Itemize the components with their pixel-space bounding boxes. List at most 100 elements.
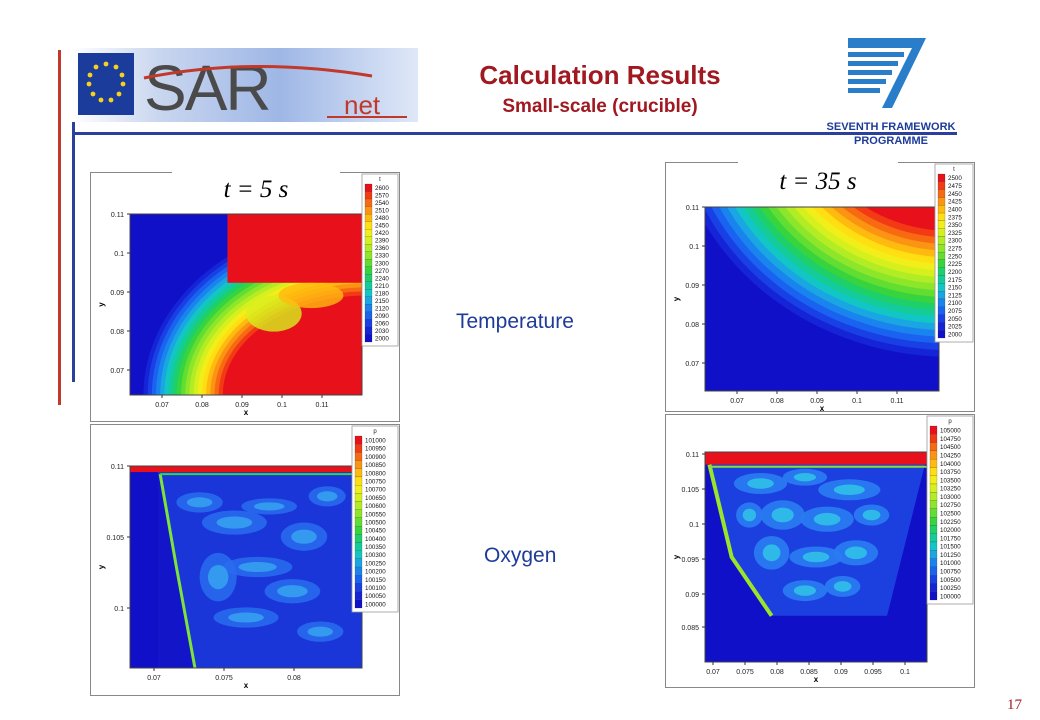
legend-swatch: [354, 509, 363, 519]
legend-title: t: [953, 167, 955, 173]
legend-value: 100300: [365, 552, 386, 559]
frame-line-red-vertical: [58, 50, 61, 405]
legend-swatch: [364, 304, 373, 313]
legend-value: 100700: [365, 487, 386, 494]
legend-swatch: [937, 197, 946, 206]
legend-value: 100450: [365, 528, 386, 535]
legend-swatch: [354, 501, 363, 510]
x-tick-label: 0.08: [770, 398, 784, 405]
legend-swatch: [364, 326, 373, 335]
legend-swatch: [354, 468, 363, 478]
legend-value: 2325: [948, 230, 962, 237]
legend-swatch: [354, 542, 363, 551]
legend-swatch: [364, 229, 373, 237]
frame-line-blue-vertical: [72, 110, 75, 382]
legend-swatch: [929, 525, 938, 534]
legend-value: 2300: [375, 260, 389, 267]
legend-value: 2240: [375, 275, 389, 282]
fp7-logo: SEVENTH FRAMEWORK PROGRAMME: [826, 30, 956, 152]
x-tick-label: 0.1: [852, 398, 862, 405]
legend-value: 100400: [365, 536, 386, 543]
legend-swatch: [929, 434, 938, 443]
legend-value: 2425: [948, 199, 962, 206]
y-tick-label: 0.07: [685, 361, 699, 368]
legend-swatch: [364, 289, 373, 297]
legend-value: 101750: [940, 535, 961, 542]
y-tick-label: 0.095: [681, 557, 699, 564]
legend-swatch: [364, 266, 373, 275]
legend-value: 100950: [365, 446, 386, 453]
legend-value: 2075: [948, 308, 962, 315]
y-tick-label: 0.105: [106, 535, 124, 542]
legend-title: t: [379, 177, 381, 183]
legend-swatch: [354, 566, 363, 576]
legend-swatch: [929, 558, 938, 567]
y-tick-label: 0.1: [114, 251, 124, 258]
x-tick-label: 0.09: [834, 669, 848, 676]
legend-value: 100850: [365, 462, 386, 469]
legend-swatch: [929, 566, 938, 576]
legend-value: 2050: [948, 316, 962, 323]
legend-value: 2125: [948, 292, 962, 299]
legend-swatch: [929, 492, 938, 501]
y-tick-label: 0.105: [681, 487, 699, 494]
legend-swatch: [929, 475, 938, 485]
legend-swatch: [929, 575, 938, 584]
fp7-line1: SEVENTH FRAMEWORK: [827, 121, 956, 133]
y-axis-label: y: [672, 296, 681, 301]
legend-value: 2025: [948, 324, 962, 331]
temperature-label: Temperature: [456, 310, 574, 333]
legend-swatch: [364, 251, 373, 260]
legend-swatch: [354, 534, 363, 543]
y-tick-label: 0.1: [689, 522, 699, 529]
legend-swatch: [364, 274, 373, 282]
x-tick-label: 0.08: [195, 402, 209, 409]
y-tick-label: 0.11: [111, 464, 124, 471]
x-tick-label: 0.08: [770, 669, 784, 676]
legend-swatch: [354, 476, 363, 486]
legend-value: 100000: [940, 593, 961, 600]
legend-swatch: [364, 311, 373, 320]
legend-value: 102250: [940, 519, 961, 526]
legend-swatch: [929, 450, 938, 460]
legend-value: 2450: [375, 223, 389, 230]
sarnet-logo: SAR net: [72, 48, 418, 124]
legend-title: p: [373, 429, 377, 435]
legend-value: 2480: [375, 215, 389, 222]
legend-swatch: [929, 533, 938, 543]
legend-swatch: [937, 267, 946, 276]
legend-value: 2350: [948, 222, 962, 229]
legend-value: 2390: [375, 238, 389, 245]
legend-value: 101250: [940, 552, 961, 559]
legend-value: 100250: [365, 560, 386, 567]
legend-swatch: [354, 575, 363, 584]
legend-swatch: [937, 220, 946, 229]
legend-value: 2420: [375, 230, 389, 237]
x-tick-label: 0.07: [730, 398, 744, 405]
x-tick-label: 0.11: [315, 402, 328, 409]
x-tick-label: 0.095: [864, 669, 882, 676]
legend-swatch: [937, 244, 946, 253]
legend-swatch: [937, 212, 946, 221]
legend-value: 100000: [365, 601, 386, 608]
time-label-right: t = 35 s: [738, 162, 898, 202]
legend-value: 105000: [940, 428, 961, 435]
legend-value: 100050: [365, 593, 386, 600]
page-number: 17: [1007, 697, 1022, 713]
legend-swatch: [937, 189, 946, 198]
legend-value: 104500: [940, 444, 961, 451]
y-axis-label: y: [97, 302, 106, 307]
legend-swatch: [364, 206, 373, 215]
legend-swatch: [929, 541, 938, 551]
slide-subtitle: Small-scale (crucible): [502, 96, 698, 117]
legend-swatch: [929, 500, 938, 509]
x-axis-label: x: [244, 408, 249, 417]
legend-value: 103500: [940, 477, 961, 484]
legend-swatch: [354, 493, 363, 502]
legend-value: 2510: [375, 208, 389, 215]
y-tick-label: 0.09: [685, 283, 699, 290]
legend-swatch: [937, 298, 946, 307]
svg-text:net: net: [344, 90, 381, 120]
y-tick-label: 0.1: [114, 606, 124, 613]
legend-value: 100750: [940, 568, 961, 575]
